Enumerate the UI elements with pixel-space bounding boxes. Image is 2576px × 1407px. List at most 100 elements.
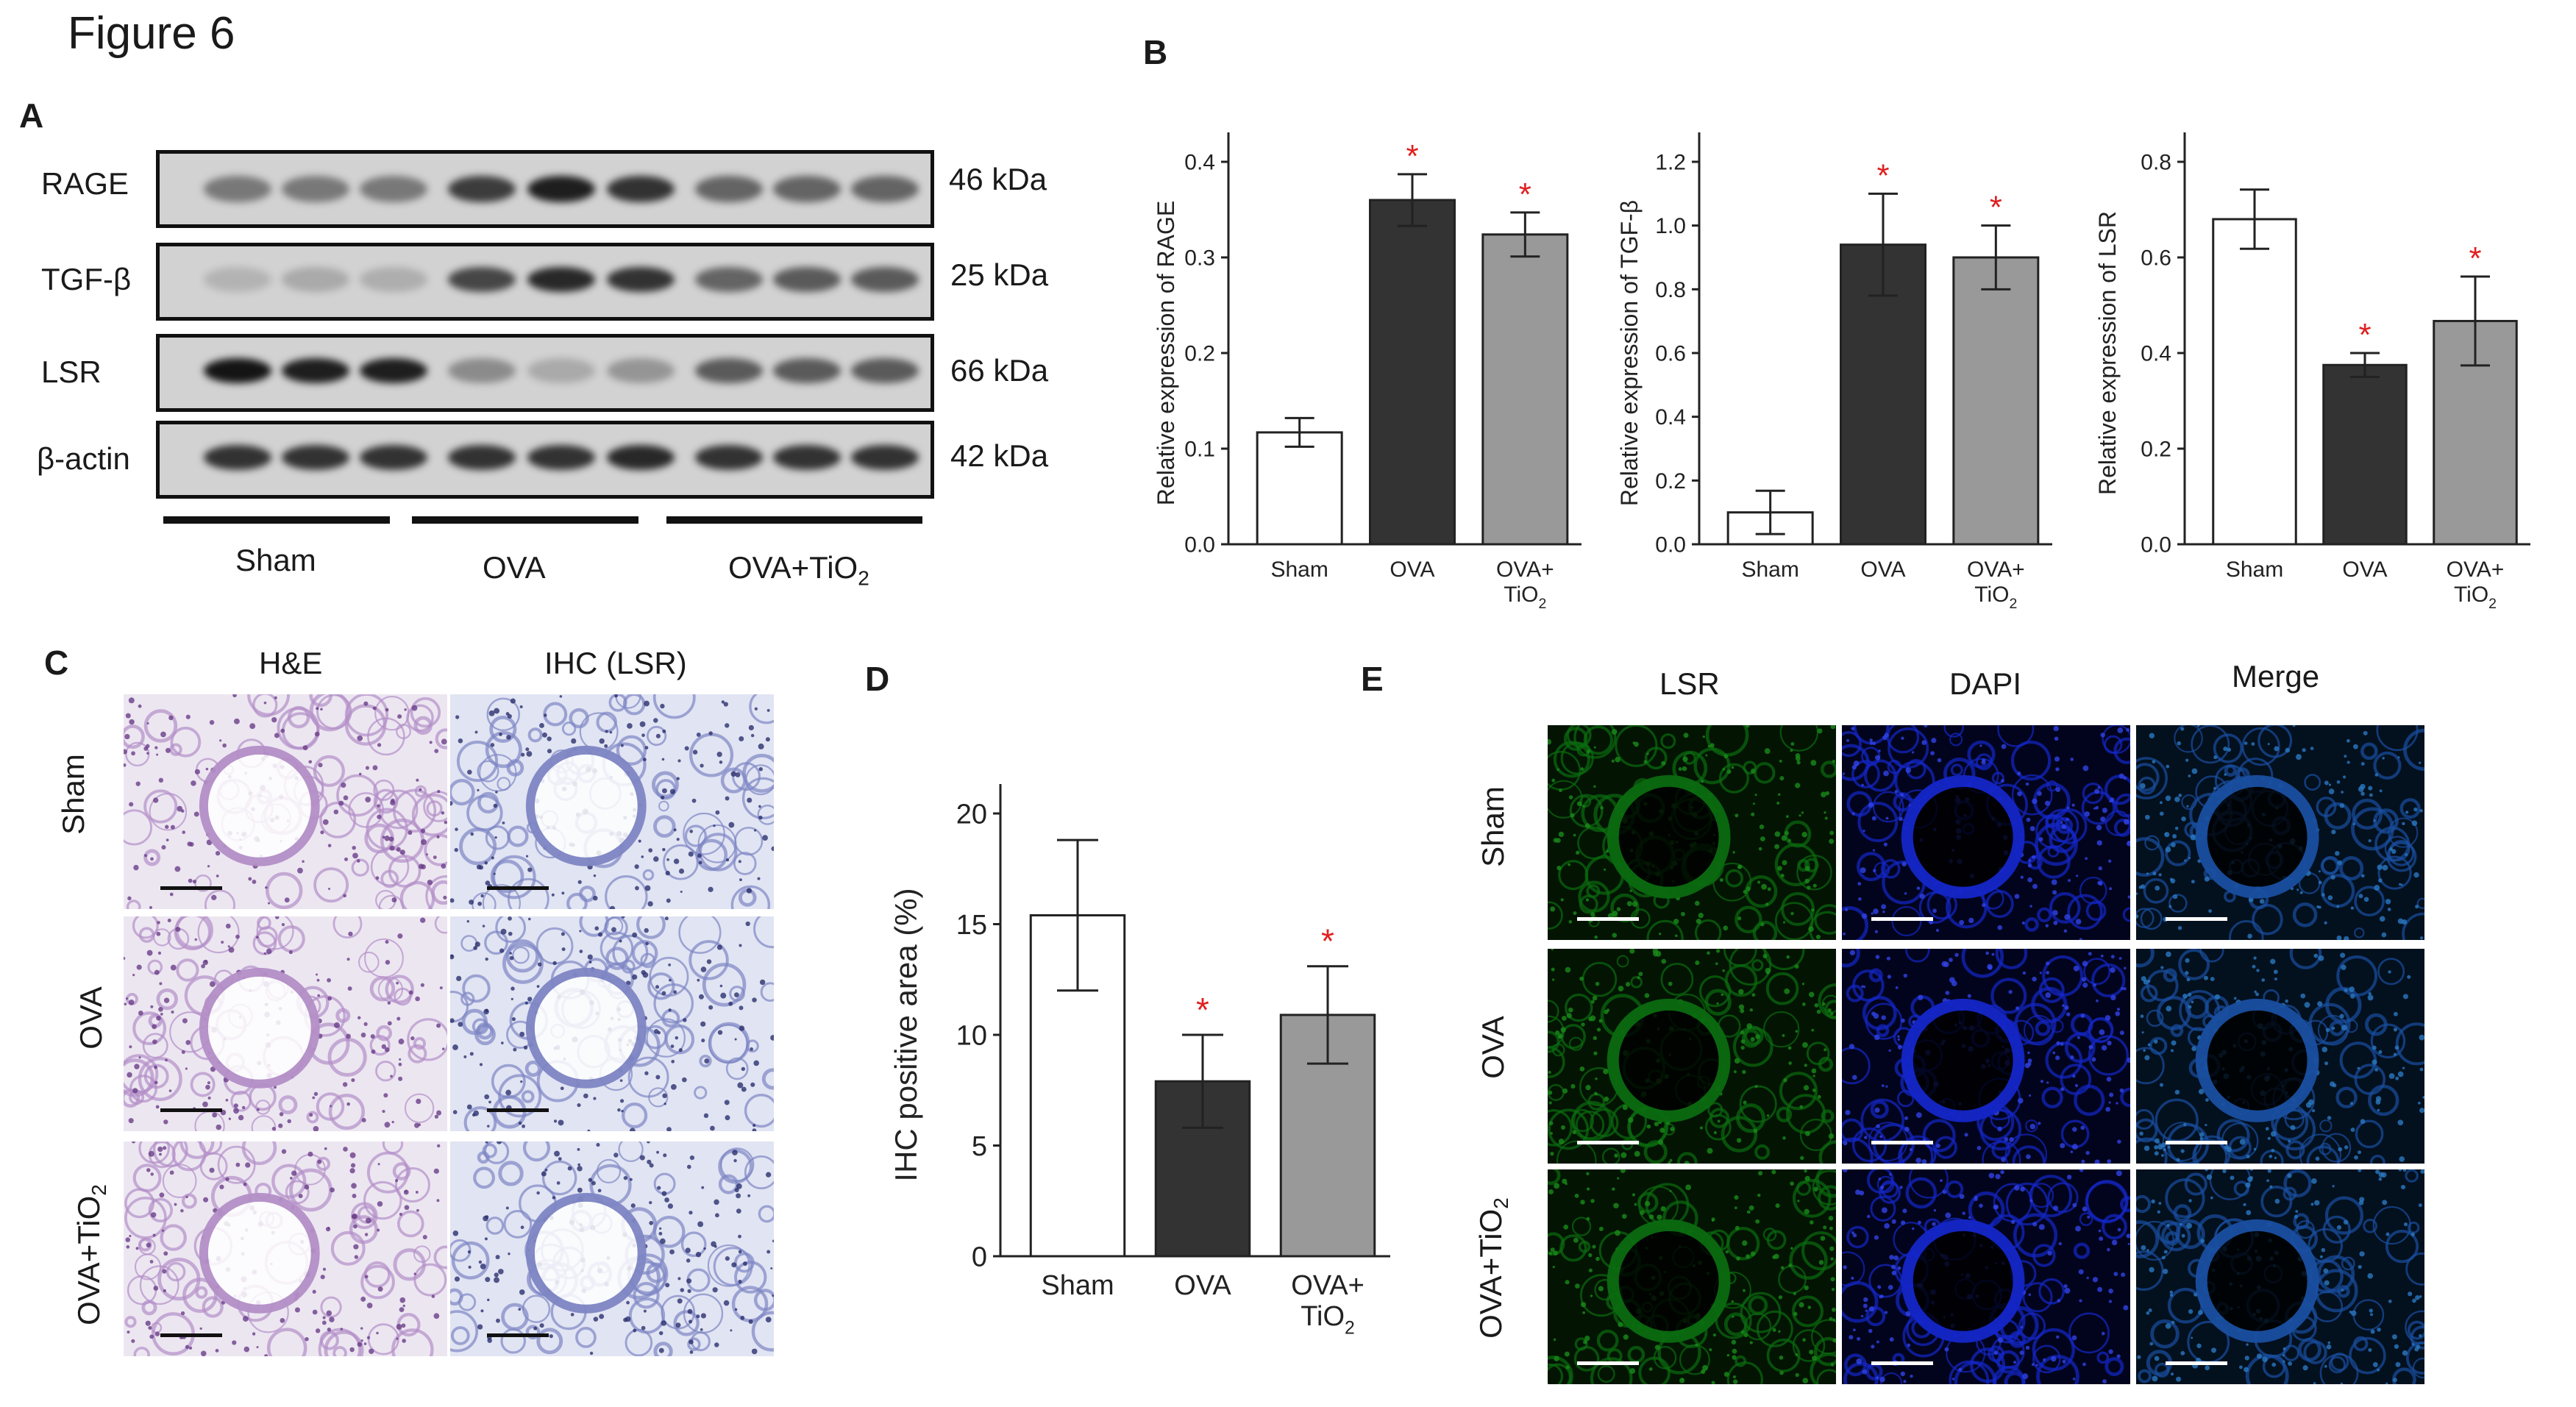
merge-micrograph xyxy=(2136,949,2424,1164)
group-label-ova: OVA xyxy=(483,550,546,585)
western-blot-lsr xyxy=(156,334,934,412)
ihc-micrograph xyxy=(450,916,774,1131)
wb-band xyxy=(851,358,919,383)
wb-band xyxy=(204,176,271,202)
dapi-micrograph xyxy=(1842,725,2130,940)
wb-band xyxy=(773,176,841,202)
y-axis-label: Relative expression of RAGE xyxy=(1153,201,1179,505)
wb-band xyxy=(851,445,919,470)
chart-lsr: 0.0 0.2 0.4 0.6 0.8 Relative expression of LS… xyxy=(2094,132,2530,612)
wb-band xyxy=(448,267,516,292)
lsr-micrograph xyxy=(1548,1169,1836,1384)
scale-bar xyxy=(1871,917,1933,921)
figure-title: Figure 6 xyxy=(68,8,235,59)
wb-band xyxy=(773,445,841,470)
y-axis-label: Relative expression of TGF-β xyxy=(1616,200,1643,506)
y-tick-label: 5 xyxy=(972,1131,987,1162)
y-tick-label: 0.1 xyxy=(1184,438,1215,462)
col-label-he: H&E xyxy=(259,646,323,680)
y-tick-label: 0.4 xyxy=(1184,151,1215,175)
wb-band xyxy=(360,176,427,202)
y-tick-label: 15 xyxy=(956,910,987,941)
panel-d-label: D xyxy=(865,660,890,698)
wb-band xyxy=(527,176,595,202)
y-axis-label: Relative expression of LSR xyxy=(2094,211,2121,495)
wb-band xyxy=(607,445,675,470)
x-tick-label: TiO2 xyxy=(1301,1301,1355,1338)
x-tick-label: OVA xyxy=(2342,558,2387,582)
western-blot-bactin xyxy=(156,421,934,499)
y-tick-label: 1.2 xyxy=(1655,151,1686,175)
bar xyxy=(2322,363,2408,546)
ihc-micrograph xyxy=(450,1141,774,1356)
x-tick-label: Sham xyxy=(1270,558,1328,582)
lsr-micrograph xyxy=(1548,725,1836,940)
scale-bar xyxy=(2166,1141,2227,1144)
wb-band xyxy=(527,445,595,470)
wb-band xyxy=(448,358,516,383)
scale-bar xyxy=(2166,917,2227,921)
chart-ihc-area: 0 5 10 15 20 IHC positive area (%) Sham * OVA * OV… xyxy=(889,784,1390,1338)
scale-bar xyxy=(1871,1361,1933,1365)
wb-band xyxy=(851,176,919,202)
y-tick-label: 0.8 xyxy=(2141,151,2171,175)
y-tick-label: 0 xyxy=(972,1242,987,1272)
wb-band xyxy=(448,445,516,470)
wb-band xyxy=(695,445,763,470)
row-label-e-ova-tio2: OVA+TiO2 xyxy=(1473,1197,1513,1339)
y-axis-label: IHC positive area (%) xyxy=(889,888,923,1181)
he-micrograph xyxy=(124,1141,447,1356)
significance-marker: * xyxy=(1406,138,1418,174)
x-tick-label: Sham xyxy=(1741,558,1798,582)
western-blot-tgfb xyxy=(156,243,934,321)
he-micrograph xyxy=(124,916,447,1131)
y-tick-label: 10 xyxy=(956,1020,987,1051)
x-tick-label: Sham xyxy=(1041,1270,1114,1301)
wb-band xyxy=(204,358,271,383)
x-tick-label: OVA+ xyxy=(1496,558,1554,582)
significance-marker: * xyxy=(1990,190,2002,226)
group-line-sham xyxy=(163,516,390,524)
row-label-e-sham: Sham xyxy=(1476,786,1510,867)
x-tick-label: TiO2 xyxy=(2454,583,2497,612)
panel-a-label: A xyxy=(19,96,44,135)
wb-label-bactin: β-actin xyxy=(37,441,130,476)
y-tick-label: 0.0 xyxy=(2141,533,2171,558)
dapi-micrograph xyxy=(1842,949,2130,1164)
wb-kda-rage: 46 kDa xyxy=(949,162,1047,196)
significance-marker: * xyxy=(1519,177,1531,213)
he-micrograph xyxy=(124,694,447,909)
wb-band xyxy=(607,358,675,383)
wb-band xyxy=(773,358,841,383)
ihc-micrograph xyxy=(450,694,774,909)
significance-marker: * xyxy=(2358,317,2371,353)
col-label-lsr: LSR xyxy=(1659,666,1720,701)
bar xyxy=(1481,233,1569,546)
group-label-sham: Sham xyxy=(235,543,316,577)
wb-kda-lsr: 66 kDa xyxy=(950,353,1049,388)
x-tick-label: OVA xyxy=(1860,558,1905,582)
significance-marker: * xyxy=(1321,922,1334,961)
y-tick-label: 0.4 xyxy=(1655,405,1686,430)
group-line-ova xyxy=(412,516,638,524)
wb-band xyxy=(360,358,427,383)
chart-rage: 0.0 0.1 0.2 0.3 0.4 Relative expression of RA… xyxy=(1153,132,1581,612)
wb-band xyxy=(695,358,763,383)
lsr-micrograph xyxy=(1548,949,1836,1164)
western-blot-rage xyxy=(156,150,934,228)
x-tick-label: TiO2 xyxy=(1974,583,2017,612)
y-tick-label: 0.2 xyxy=(2141,438,2171,462)
y-tick-label: 20 xyxy=(956,799,987,830)
wb-band xyxy=(448,176,516,202)
wb-band xyxy=(851,267,919,292)
scale-bar xyxy=(487,886,549,890)
x-tick-label: OVA+ xyxy=(2447,558,2505,582)
group-label-ova-tio2: OVA+TiO2 xyxy=(728,550,869,590)
wb-band xyxy=(204,445,271,470)
x-tick-label: OVA+ xyxy=(1291,1270,1365,1301)
col-label-merge: Merge xyxy=(2232,659,2320,694)
row-label-c-sham: Sham xyxy=(56,754,90,835)
wb-label-lsr: LSR xyxy=(41,355,102,389)
wb-band xyxy=(607,267,675,292)
scale-bar xyxy=(487,1333,549,1337)
